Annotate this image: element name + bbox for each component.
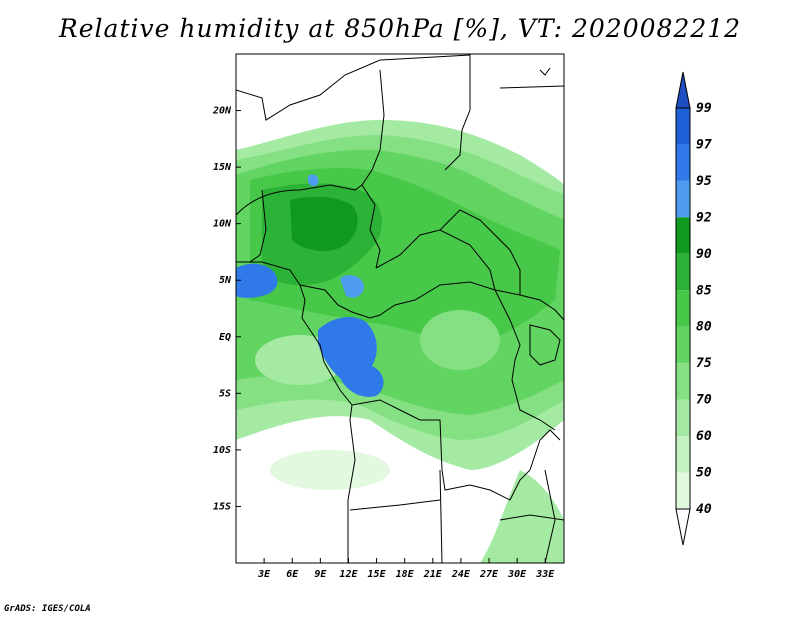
colorbar-label: 99 (696, 101, 712, 116)
colorbar-label: 40 (696, 502, 712, 517)
lat-tick-label: 15S (213, 501, 231, 512)
lon-tick-label: 24E (451, 569, 471, 580)
colorbar-extend-bottom (675, 508, 691, 546)
humidity-field (236, 54, 564, 563)
colorbar-segment (676, 108, 690, 145)
colorbar-label: 92 (696, 210, 712, 225)
colorbar-label: 90 (696, 247, 712, 262)
colorbar-extend-top (675, 71, 691, 109)
lon-tick-label: 21E (423, 569, 443, 580)
lat-tick-label: 5S (219, 388, 231, 399)
colorbar-label: 85 (696, 283, 712, 298)
colorbar-label: 70 (696, 393, 712, 408)
colorbar-label: 60 (696, 429, 712, 444)
lon-tick-label: 18E (396, 569, 415, 580)
longitude-axis: 3E 6E 9E 12E 15E 18E 21E 24E 27E 30E 33E (257, 558, 555, 580)
colorbar-segment (676, 436, 690, 473)
country-borders (236, 54, 564, 563)
lat-tick-label: 15N (213, 162, 232, 173)
colorbar-frame (675, 107, 691, 510)
colorbar-label: 97 (696, 137, 712, 152)
lat-tick-label: EQ (219, 332, 231, 343)
grads-credit: GrADS: IGES/COLA (4, 604, 91, 614)
lon-tick-label: 3E (257, 569, 271, 580)
lat-tick-label: 20N (212, 106, 232, 117)
latitude-axis: 20N 15N 10N 5N EQ 5S 10S 15S (212, 106, 241, 512)
colorbar-label: 75 (696, 356, 712, 371)
colorbar-segment (676, 180, 690, 218)
colorbar-segment (676, 363, 690, 400)
lat-tick-label: 5N (219, 275, 232, 286)
lat-tick-label: 10N (213, 219, 232, 230)
colorbar: 99 97 95 92 90 85 80 75 70 60 50 40 (675, 71, 712, 546)
colorbar-segment (676, 290, 690, 327)
colorbar-segment (676, 326, 690, 364)
colorbar-segment (676, 253, 690, 291)
colorbar-label: 80 (696, 320, 712, 335)
colorbar-segment (676, 144, 690, 181)
lon-tick-label: 9E (314, 569, 327, 580)
map-frame (235, 53, 565, 564)
map-title: Relative humidity at 850hPa [%], VT: 202… (58, 14, 742, 43)
lon-tick-label: 33E (535, 569, 555, 580)
colorbar-segment (676, 472, 690, 509)
lat-tick-label: 10S (213, 445, 231, 456)
colorbar-label: 50 (696, 466, 712, 481)
colorbar-label: 95 (696, 174, 712, 189)
lon-tick-label: 12E (339, 569, 358, 580)
lon-tick-label: 15E (368, 569, 387, 580)
lon-tick-label: 6E (286, 569, 299, 580)
lon-tick-label: 27E (479, 569, 499, 580)
colorbar-segment (676, 399, 690, 437)
colorbar-segment (676, 217, 690, 254)
lon-tick-label: 30E (507, 569, 527, 580)
